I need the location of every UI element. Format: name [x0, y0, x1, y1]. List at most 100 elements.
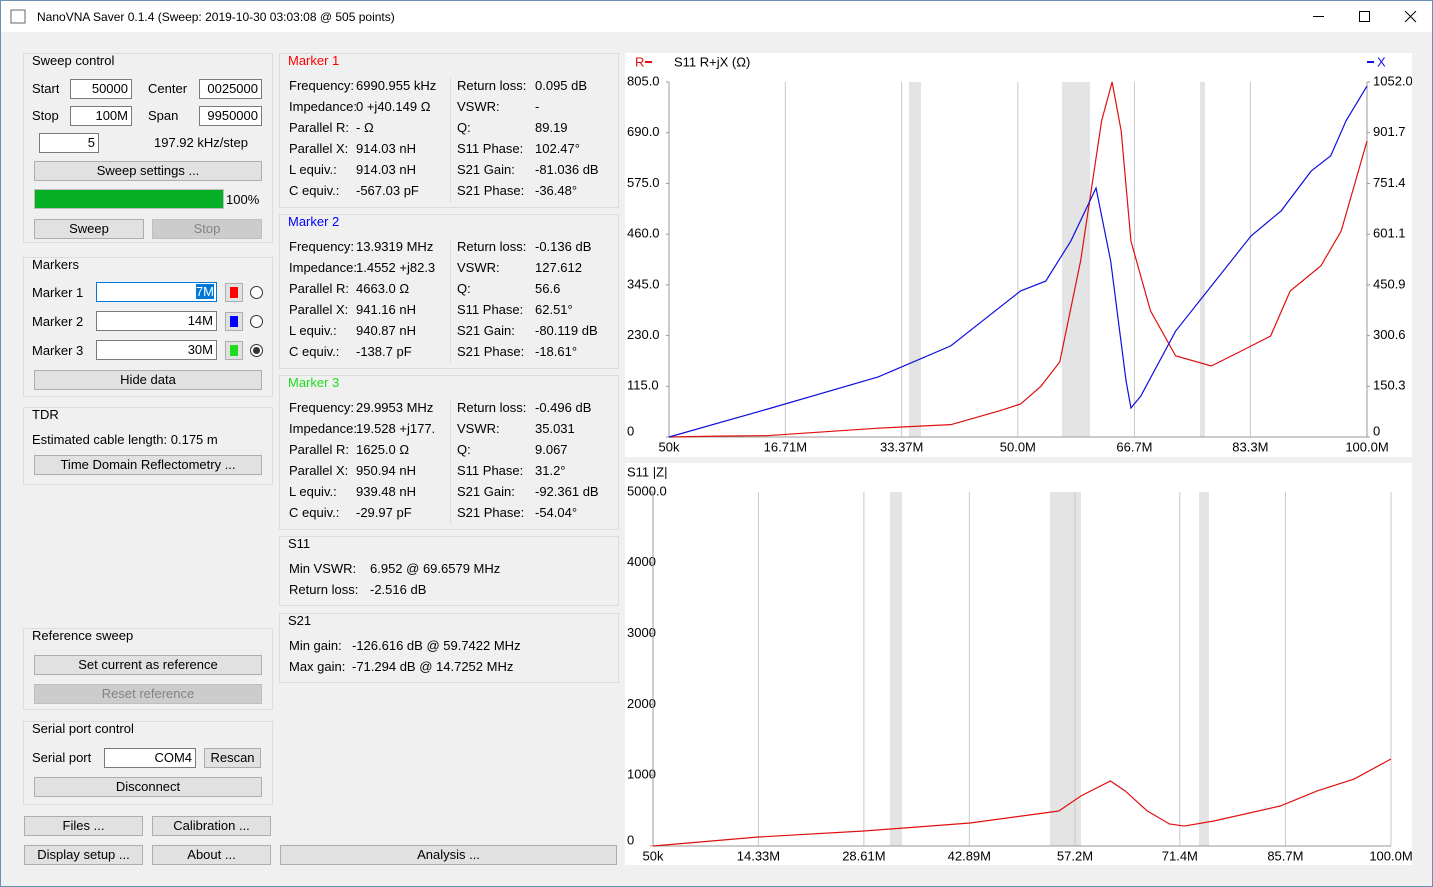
display-setup-button[interactable]: Display setup ...: [24, 845, 143, 865]
marker-panel-group: [279, 214, 619, 369]
marker-label: Marker 2: [32, 314, 84, 329]
y-tick-label: 2000: [627, 696, 656, 711]
series-line: [668, 81, 1368, 438]
y-tick-label: 575.0: [627, 175, 660, 190]
x-tick-label: 100.0M: [1369, 848, 1412, 863]
field-label: S11 Phase:: [457, 302, 524, 317]
marker-radio[interactable]: [250, 286, 263, 299]
field-label: S11 Phase:: [457, 463, 524, 478]
field-value: -126.616 dB @ 59.7422 MHz: [352, 638, 521, 653]
span-input[interactable]: 9950000: [199, 106, 262, 126]
field-label: S11 Phase:: [457, 141, 524, 156]
tdr-title: TDR: [32, 407, 59, 422]
step-text: 197.92 kHz/step: [154, 135, 248, 150]
field-value: -18.61°: [535, 344, 578, 359]
field-value: 939.48 nH: [356, 484, 416, 499]
s11-summary-group: [279, 536, 619, 606]
marker-input[interactable]: 30M: [96, 340, 217, 360]
marker-input[interactable]: 14M: [96, 311, 217, 331]
close-button[interactable]: [1404, 10, 1417, 23]
serial-group: [23, 721, 273, 805]
field-value: 127.612: [535, 260, 582, 275]
field-label: Return loss:: [457, 239, 527, 254]
marker-radio[interactable]: [250, 344, 263, 357]
start-label: Start: [32, 81, 60, 96]
s21-summary-group: [279, 613, 619, 683]
field-label: Return loss:: [457, 400, 527, 415]
field-label: S21 Phase:: [457, 344, 525, 359]
field-value: 35.031: [535, 421, 575, 436]
sweep-control-title: Sweep control: [32, 53, 115, 68]
selected-text: 7M: [195, 284, 214, 299]
x-tick-label: 50.0M: [1000, 439, 1036, 454]
segments-input[interactable]: 5: [39, 133, 99, 153]
segment-band: [1050, 492, 1081, 846]
x-tick-label: 50k: [643, 848, 664, 863]
marker-panel-title: Marker 1: [288, 53, 340, 68]
start-input[interactable]: 50000: [70, 79, 132, 99]
field-value: -92.361 dB: [535, 484, 599, 499]
field-label: Q:: [457, 120, 471, 135]
set-reference-button[interactable]: Set current as reference: [34, 655, 262, 675]
field-label: Parallel X:: [289, 302, 349, 317]
sweep-settings-button[interactable]: Sweep settings ...: [34, 161, 262, 181]
progress-label: 100%: [226, 192, 260, 207]
marker-panel-title: Marker 2: [288, 214, 340, 229]
serial-port-input[interactable]: COM4: [104, 748, 196, 768]
field-label: VSWR:: [457, 421, 500, 436]
y2-tick-label: 601.1: [1373, 226, 1406, 241]
field-label: Max gain:: [289, 659, 346, 674]
segment-band: [909, 82, 921, 437]
field-label: VSWR:: [457, 99, 500, 114]
field-value: - Ω: [356, 120, 374, 135]
field-label: Impedance:: [289, 99, 356, 114]
field-value: 56.6: [535, 281, 561, 296]
segment-band: [890, 492, 902, 846]
x-tick-label: 85.7M: [1267, 848, 1303, 863]
marker-color-button[interactable]: [225, 341, 243, 360]
field-label: VSWR:: [457, 260, 500, 275]
sweep-button[interactable]: Sweep: [34, 219, 144, 239]
legend-label: X: [1377, 54, 1386, 69]
field-value: 102.47°: [535, 141, 580, 156]
y2-tick-label: 901.7: [1373, 124, 1406, 139]
panel-divider: [450, 239, 451, 363]
x-tick-label: 50k: [659, 439, 680, 454]
rescan-button[interactable]: Rescan: [204, 748, 261, 768]
chart: 50k 16.71M 33.37M 50.0M 66.7M 83.3M 100.0M0115…: [625, 53, 1412, 457]
marker-color-button[interactable]: [225, 283, 243, 302]
field-label: Return loss:: [457, 78, 527, 93]
serial-title: Serial port control: [32, 721, 134, 736]
x-tick-label: 14.33M: [737, 848, 780, 863]
field-label: Frequency:: [289, 78, 355, 93]
title-bar: [1, 1, 1432, 32]
tdr-button[interactable]: Time Domain Reflectometry ...: [34, 455, 262, 475]
files-button[interactable]: Files ...: [24, 816, 143, 836]
marker-radio[interactable]: [250, 315, 263, 328]
y2-tick-label: 751.4: [1373, 175, 1406, 190]
field-value: 950.94 nH: [356, 463, 416, 478]
field-value: 9.067: [535, 442, 568, 457]
center-input[interactable]: 0025000: [199, 79, 262, 99]
field-label: S21 Phase:: [457, 183, 525, 198]
marker-input[interactable]: 7M: [96, 282, 217, 302]
field-label: Parallel X:: [289, 141, 349, 156]
disconnect-button[interactable]: Disconnect: [34, 777, 262, 797]
marker-color-button[interactable]: [225, 312, 243, 331]
analysis-button[interactable]: Analysis ...: [280, 845, 617, 865]
maximize-button[interactable]: [1359, 11, 1370, 22]
field-label: C equiv.:: [289, 183, 340, 198]
field-value: 940.87 nH: [356, 323, 416, 338]
stop-input[interactable]: 100M: [70, 106, 132, 126]
field-label: Q:: [457, 281, 471, 296]
field-value: 914.03 nH: [356, 141, 416, 156]
field-value: 29.9953 MHz: [356, 400, 434, 415]
hide-data-button[interactable]: Hide data: [34, 370, 262, 390]
calibration-button[interactable]: Calibration ...: [152, 816, 271, 836]
progress-fill: [35, 190, 223, 208]
reset-reference-button: Reset reference: [34, 684, 262, 704]
about-button[interactable]: About ...: [152, 845, 271, 865]
field-value: 941.16 nH: [356, 302, 416, 317]
marker-panel-group: [279, 375, 619, 530]
color-swatch: [230, 287, 238, 298]
